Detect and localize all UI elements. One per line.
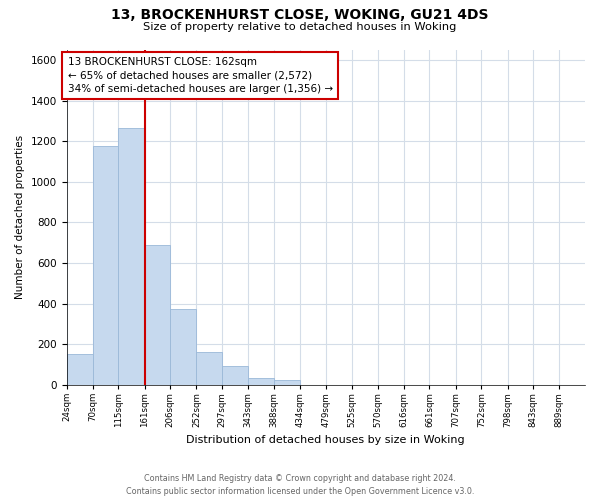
Text: Contains HM Land Registry data © Crown copyright and database right 2024.
Contai: Contains HM Land Registry data © Crown c… <box>126 474 474 496</box>
Bar <box>67 354 93 385</box>
Text: 13, BROCKENHURST CLOSE, WOKING, GU21 4DS: 13, BROCKENHURST CLOSE, WOKING, GU21 4DS <box>111 8 489 22</box>
Bar <box>196 352 222 385</box>
X-axis label: Distribution of detached houses by size in Woking: Distribution of detached houses by size … <box>187 435 465 445</box>
Bar <box>170 308 196 385</box>
Bar <box>248 378 274 385</box>
Y-axis label: Number of detached properties: Number of detached properties <box>15 136 25 300</box>
Bar <box>93 146 118 385</box>
Bar <box>222 366 248 385</box>
Bar <box>118 128 145 385</box>
Text: Size of property relative to detached houses in Woking: Size of property relative to detached ho… <box>143 22 457 32</box>
Text: 13 BROCKENHURST CLOSE: 162sqm
← 65% of detached houses are smaller (2,572)
34% o: 13 BROCKENHURST CLOSE: 162sqm ← 65% of d… <box>68 57 333 94</box>
Bar <box>274 380 300 385</box>
Bar <box>145 245 170 385</box>
